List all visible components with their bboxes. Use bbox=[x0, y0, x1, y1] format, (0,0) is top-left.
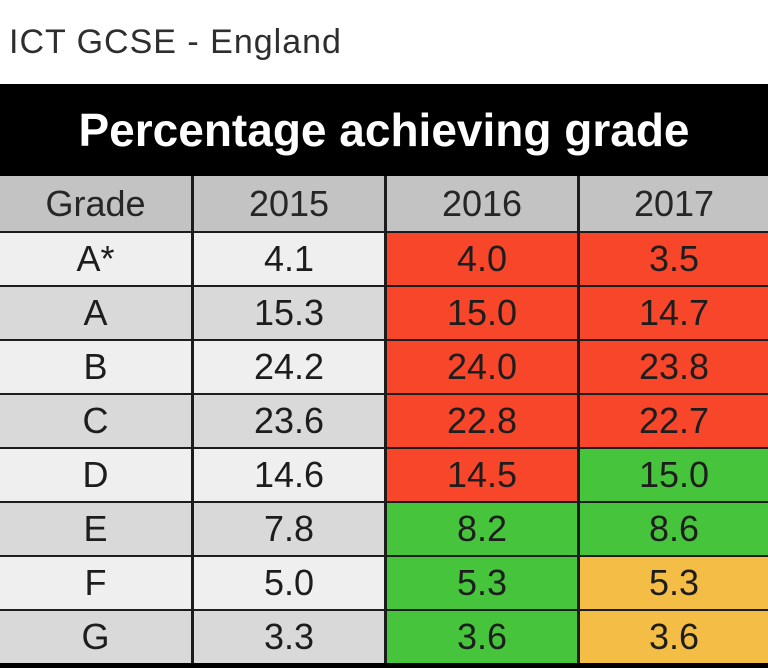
value-cell: 7.8 bbox=[191, 501, 384, 555]
value-cell: 15.3 bbox=[191, 285, 384, 339]
value-cell: 8.6 bbox=[577, 501, 768, 555]
value-cell: 3.3 bbox=[191, 609, 384, 663]
value-cell: 23.8 bbox=[577, 339, 768, 393]
value-cell: 22.7 bbox=[577, 393, 768, 447]
value-cell: 15.0 bbox=[384, 285, 577, 339]
value-cell: 4.1 bbox=[191, 231, 384, 285]
value-cell: 3.6 bbox=[384, 609, 577, 663]
column-header-2016: 2016 bbox=[384, 176, 577, 231]
value-cell: 14.5 bbox=[384, 447, 577, 501]
value-cell: 14.7 bbox=[577, 285, 768, 339]
value-cell: 14.6 bbox=[191, 447, 384, 501]
value-cell: 3.5 bbox=[577, 231, 768, 285]
value-cell: 22.8 bbox=[384, 393, 577, 447]
value-cell: 5.0 bbox=[191, 555, 384, 609]
value-cell: 24.2 bbox=[191, 339, 384, 393]
column-header-2015: 2015 bbox=[191, 176, 384, 231]
grade-cell: E bbox=[0, 501, 191, 555]
column-header-2017: 2017 bbox=[577, 176, 768, 231]
value-cell: 5.3 bbox=[384, 555, 577, 609]
value-cell: 23.6 bbox=[191, 393, 384, 447]
column-header-grade: Grade bbox=[0, 176, 191, 231]
value-cell: 24.0 bbox=[384, 339, 577, 393]
bottom-bar bbox=[0, 663, 768, 668]
table-title: Percentage achieving grade bbox=[78, 104, 690, 156]
value-cell: 4.0 bbox=[384, 231, 577, 285]
grade-cell: A* bbox=[0, 231, 191, 285]
grade-cell: B bbox=[0, 339, 191, 393]
value-cell: 3.6 bbox=[577, 609, 768, 663]
title-area: ICT GCSE - England bbox=[0, 0, 768, 84]
value-cell: 5.3 bbox=[577, 555, 768, 609]
value-cell: 15.0 bbox=[577, 447, 768, 501]
table-title-band: Percentage achieving grade bbox=[0, 84, 768, 176]
grade-cell: C bbox=[0, 393, 191, 447]
grade-cell: G bbox=[0, 609, 191, 663]
grade-cell: A bbox=[0, 285, 191, 339]
grade-cell: D bbox=[0, 447, 191, 501]
grades-table: Grade 2015 2016 2017 A* 4.1 4.0 3.5 A 15… bbox=[0, 176, 768, 663]
grade-cell: F bbox=[0, 555, 191, 609]
page-title: ICT GCSE - England bbox=[9, 22, 342, 61]
value-cell: 8.2 bbox=[384, 501, 577, 555]
